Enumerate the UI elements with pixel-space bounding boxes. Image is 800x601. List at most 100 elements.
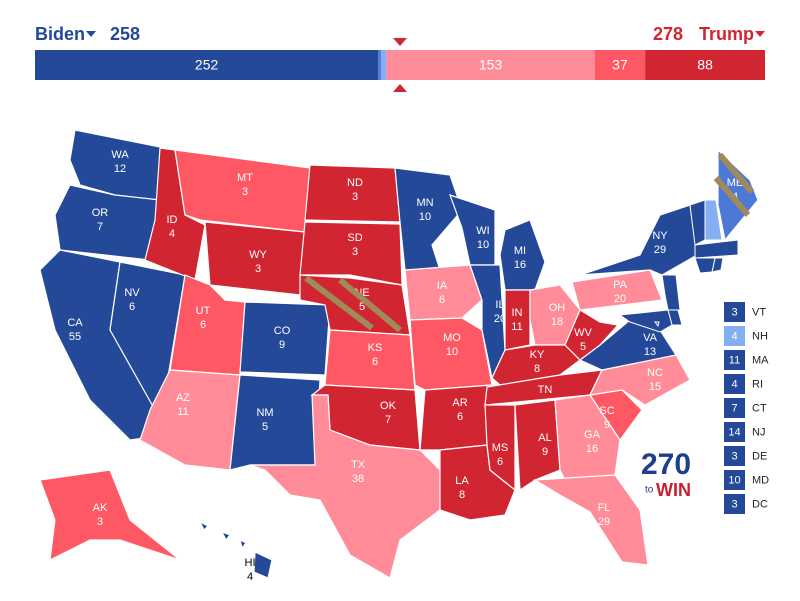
state[interactable] [533,474,649,566]
state-ev: 6 [439,294,445,306]
dropdown-caret[interactable] [86,31,96,37]
state-abbr: TX [351,459,366,471]
state-ev: 6 [457,411,463,423]
state-ev: 6 [372,356,378,368]
state[interactable] [324,329,416,391]
right-total: 278 [653,24,683,44]
state-ev: 8 [459,489,465,501]
state[interactable] [229,374,321,471]
bar-segment [386,50,595,80]
state[interactable] [504,289,531,351]
state-ev: 15 [649,381,661,393]
state[interactable] [39,469,181,562]
state-box[interactable] [724,470,745,490]
state[interactable] [299,221,403,286]
state[interactable] [249,394,441,579]
state-ev: 6 [200,319,206,331]
state-ev: 8 [534,363,540,375]
state[interactable] [618,309,673,333]
state-ev: 4 [169,228,175,240]
state-abbr: LA [455,475,469,487]
state-abbr: GA [584,429,601,441]
state-box[interactable] [724,326,745,346]
state-ev: 9 [604,419,610,431]
state[interactable] [654,321,660,328]
state-box[interactable] [724,302,745,322]
state-ev: 3 [731,306,737,318]
state-abbr: CT [752,402,767,414]
state-ev: 4 [247,571,253,583]
state-ev: 7 [731,402,737,414]
state[interactable] [220,530,231,542]
state[interactable] [404,264,483,321]
state-abbr: SC [599,405,614,417]
state-abbr: MS [492,442,509,454]
state-abbr: MT [237,172,253,184]
state-abbr: OK [380,400,397,412]
state[interactable] [704,199,723,241]
state[interactable] [394,167,463,271]
bar-segment [35,50,379,80]
split-hatch [304,275,374,331]
state[interactable] [174,149,311,233]
state[interactable] [239,538,247,550]
state-ev: 18 [551,316,563,328]
dropdown-caret[interactable] [755,31,765,37]
state[interactable] [717,148,759,242]
bar-segment [378,50,381,80]
segment-label: 37 [612,57,628,73]
state-abbr: MA [752,354,769,366]
state[interactable] [514,399,561,492]
state-ev: 11 [729,354,740,366]
state[interactable] [239,301,331,376]
state[interactable] [198,520,210,532]
state[interactable] [571,269,663,311]
left-candidate[interactable]: Biden [35,24,85,44]
state-box[interactable] [724,494,745,514]
state-box[interactable] [724,398,745,418]
state-ev: 11 [177,406,188,418]
state-abbr: NH [752,330,768,342]
state-abbr: HI [245,557,256,569]
state-abbr: WY [249,249,267,261]
state-abbr: KS [368,342,383,354]
state-abbr: ID [167,214,178,226]
state-ev: 55 [69,331,81,343]
state-box[interactable] [724,422,745,442]
state-ev: 11 [511,321,522,333]
state-ev: 20 [614,293,626,305]
state-abbr: UT [196,305,211,317]
state-abbr: OR [92,207,109,219]
state-abbr: AL [538,432,551,444]
state-abbr: OH [549,302,566,314]
logo: 270 to WIN [641,448,691,500]
logo-number: 270 [641,448,691,481]
state-ev: 3 [97,516,103,528]
state-abbr: DC [752,498,768,510]
state[interactable] [253,551,273,579]
state-ev: 10 [419,211,431,223]
state[interactable] [694,257,716,274]
state-box[interactable] [724,446,745,466]
state-abbr: FL [598,502,611,514]
state-abbr: AZ [176,392,190,404]
state-abbr: AR [452,397,467,409]
state-ev: 3 [352,191,358,203]
state-ev: 3 [255,263,261,275]
state[interactable] [661,274,681,311]
segment-label: 252 [195,57,219,73]
state[interactable] [484,404,516,492]
state[interactable] [579,204,698,276]
state-ev: 29 [598,516,610,528]
state-box[interactable] [724,350,745,370]
state[interactable] [694,239,739,259]
state-ev: 10 [728,474,740,486]
logo-win: WIN [656,480,691,500]
state-abbr: MO [443,332,461,344]
majority-marker [393,84,407,92]
state-abbr: AK [93,502,108,514]
state-box[interactable] [724,374,745,394]
right-candidate[interactable]: Trump [699,24,754,44]
